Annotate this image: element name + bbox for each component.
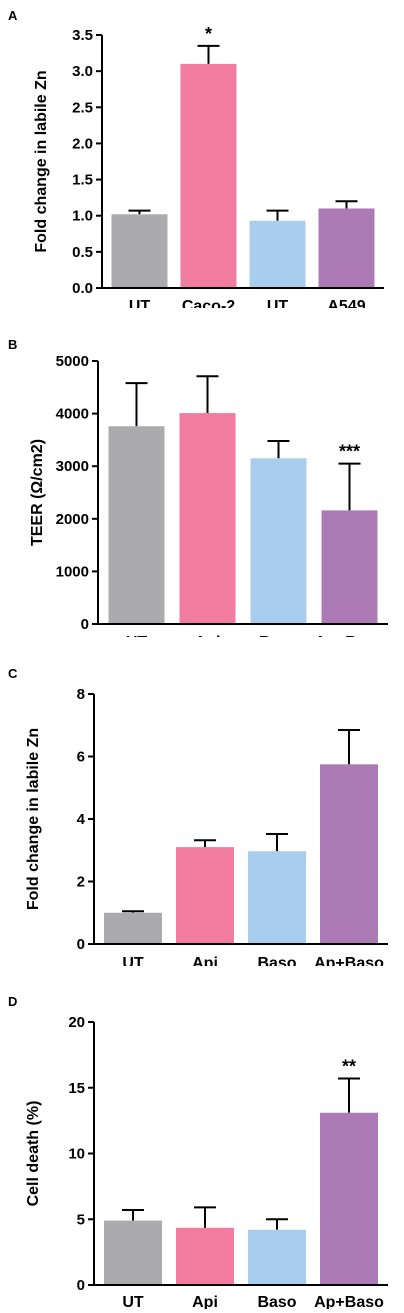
y-tick-label: 8 [77, 686, 85, 703]
bar-ut [104, 1220, 162, 1284]
bar-chart: Fold change in labile Zn 0.0 0.5 1.0 1.5 2.0 2… [33, 24, 384, 308]
bar-chart: Fold change in labile Zn 0 2 4 6 8 UT Api Baso Ap… [25, 686, 388, 966]
bar-baso [250, 458, 307, 623]
y-tick-label: 15 [68, 1080, 85, 1097]
y-tick-label: 2.0 [72, 135, 93, 152]
y-tick-label: 1.5 [72, 172, 93, 189]
panel-c: C Fold change in labile Zn 0 2 4 6 8 UT Api Baso… [0, 666, 404, 966]
y-axis-label: Cell death (%) [25, 1101, 42, 1207]
bar-ut [108, 426, 165, 623]
panel-letter: D [8, 994, 18, 1009]
y-tick-label: 0.0 [72, 280, 93, 297]
panel-a: A Fold change in labile Zn 0.0 0.5 1.0 1.5 2.… [0, 8, 404, 308]
y-tick-label: 1.0 [72, 208, 93, 225]
y-tick-label: 0 [81, 616, 89, 633]
bar-ap-baso [320, 1112, 378, 1284]
y-tick-label: 3000 [56, 458, 89, 475]
panel-b: B TEER (Ω/cm2) 0 1000 2000 3000 4000 5000 UT Api… [0, 337, 404, 637]
x-category-label: UT [267, 298, 289, 308]
panel-d: D Cell death (%) 0 5 10 15 20 UT Api Baso Ap+Baso… [0, 994, 404, 1309]
x-category-label: Api [192, 955, 218, 966]
y-tick-label: 2 [77, 874, 85, 891]
bar-ut [249, 220, 306, 287]
bar-ap-baso [321, 510, 378, 623]
y-tick-label: 6 [77, 749, 85, 766]
bar-api [179, 413, 236, 623]
y-axis-label: Fold change in labile Zn [25, 728, 42, 910]
y-tick-label: 3.5 [72, 27, 93, 44]
y-tick-label: 0 [77, 936, 85, 953]
y-tick-label: 2000 [56, 511, 89, 528]
panel-letter: C [8, 666, 18, 681]
bar-api [176, 1227, 234, 1284]
bar-ut [111, 214, 168, 287]
panel-letter: A [8, 8, 18, 23]
y-tick-label: 20 [68, 1014, 85, 1031]
bar-chart: TEER (Ω/cm2) 0 1000 2000 3000 4000 5000 UT Api Ba… [29, 353, 388, 637]
x-category-label: A549 [327, 298, 365, 308]
bar-ut [104, 912, 162, 943]
x-category-label: Api [195, 634, 221, 637]
bar-api [176, 847, 234, 943]
y-tick-label: 2.5 [72, 99, 93, 116]
bar-caco-2 [180, 63, 237, 287]
significance-annotation: * [205, 24, 212, 44]
bar-ap-baso [320, 764, 378, 943]
x-category-label: UT [122, 1294, 144, 1309]
x-category-label: Baso [257, 1294, 296, 1309]
bar-a549 [318, 208, 375, 287]
bar-chart: Cell death (%) 0 5 10 15 20 UT Api Baso Ap+Baso ** [25, 1014, 388, 1309]
x-category-label: Api [192, 1294, 218, 1309]
y-tick-label: 10 [68, 1146, 85, 1163]
x-category-label: UT [129, 298, 151, 308]
y-tick-label: 5 [77, 1211, 85, 1228]
x-category-label: UT [122, 955, 144, 966]
y-tick-label: 3.0 [72, 63, 93, 80]
y-tick-label: 1000 [56, 563, 89, 580]
y-axis-label: Fold change in labile Zn [33, 70, 50, 252]
y-tick-label: 4000 [56, 406, 89, 423]
bar-baso [248, 1229, 306, 1284]
y-axis-label: TEER (Ω/cm2) [29, 439, 46, 546]
significance-annotation: *** [339, 442, 360, 462]
x-category-label: Ap+Baso [315, 634, 385, 637]
x-category-label: Baso [259, 634, 298, 637]
bar-baso [248, 851, 306, 943]
y-tick-label: 4 [77, 811, 86, 828]
y-tick-label: 0 [77, 1277, 85, 1294]
x-category-label: Ap+Baso [314, 1294, 384, 1309]
x-category-label: Ap+Baso [314, 955, 384, 966]
y-tick-label: 0.5 [72, 244, 93, 261]
x-category-label: Baso [257, 955, 296, 966]
panel-letter: B [8, 337, 18, 352]
x-category-label: Caco-2 [182, 298, 235, 308]
significance-annotation: ** [342, 1057, 356, 1077]
y-tick-label: 5000 [56, 353, 89, 370]
x-category-label: UT [126, 634, 148, 637]
